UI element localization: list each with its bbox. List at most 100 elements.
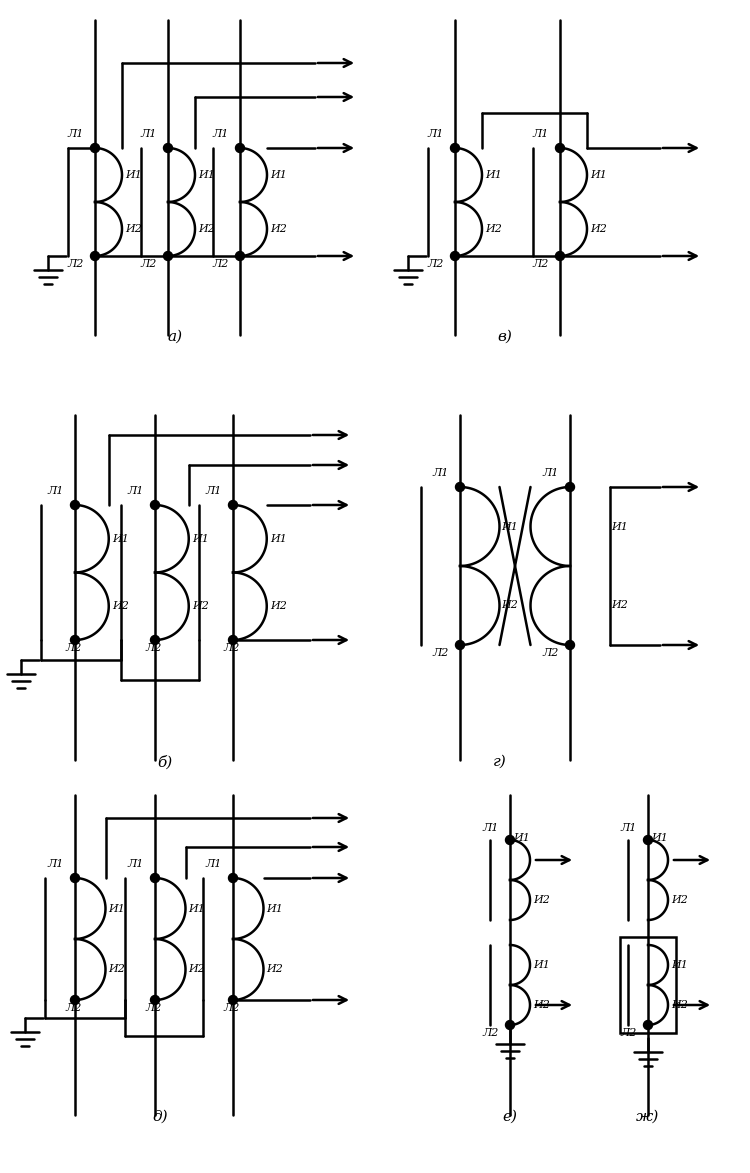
Text: И1: И1	[513, 833, 529, 843]
Text: Л1: Л1	[67, 129, 83, 138]
Text: И2: И2	[192, 602, 208, 611]
Text: д): д)	[152, 1110, 168, 1124]
Text: И1: И1	[112, 534, 129, 544]
Text: И1: И1	[502, 522, 518, 531]
Text: И2: И2	[112, 602, 129, 611]
Text: И2: И2	[266, 964, 284, 975]
Text: Л1: Л1	[432, 468, 448, 479]
Text: И2: И2	[485, 224, 502, 233]
Circle shape	[164, 143, 172, 152]
Circle shape	[506, 835, 515, 845]
Circle shape	[70, 501, 80, 509]
Text: И2: И2	[671, 895, 688, 906]
Circle shape	[236, 251, 244, 260]
Circle shape	[506, 1021, 515, 1030]
Circle shape	[455, 640, 464, 650]
Text: Л2: Л2	[140, 259, 156, 269]
Text: Л2: Л2	[212, 259, 228, 269]
Text: Л2: Л2	[223, 643, 239, 653]
Circle shape	[451, 143, 460, 152]
Text: Л2: Л2	[65, 643, 81, 653]
Text: И2: И2	[198, 224, 214, 233]
Circle shape	[91, 251, 100, 260]
Text: г): г)	[494, 755, 507, 769]
Text: И2: И2	[611, 601, 628, 610]
Text: Л2: Л2	[145, 1003, 161, 1013]
Text: Л1: Л1	[205, 486, 221, 496]
Text: Л1: Л1	[140, 129, 156, 138]
Circle shape	[164, 251, 172, 260]
Text: Л1: Л1	[127, 859, 143, 869]
Circle shape	[236, 143, 244, 152]
Circle shape	[70, 636, 80, 644]
Text: Л1: Л1	[127, 486, 143, 496]
Text: в): в)	[497, 330, 512, 344]
Circle shape	[151, 996, 160, 1004]
Text: Л2: Л2	[482, 1028, 498, 1038]
Circle shape	[229, 996, 238, 1004]
Text: И1: И1	[125, 170, 142, 179]
Circle shape	[151, 636, 160, 644]
Text: Л2: Л2	[145, 643, 161, 653]
Text: И2: И2	[533, 1001, 550, 1010]
Text: И1: И1	[188, 903, 206, 914]
Text: Л2: Л2	[427, 259, 443, 269]
Text: Л1: Л1	[620, 823, 636, 833]
Text: И1: И1	[671, 960, 688, 970]
Text: Л1: Л1	[427, 129, 443, 138]
Text: И1: И1	[533, 960, 550, 970]
Circle shape	[451, 251, 460, 260]
Text: И1: И1	[611, 522, 628, 531]
Text: И2: И2	[125, 224, 142, 233]
Text: Л2: Л2	[532, 259, 548, 269]
Circle shape	[229, 636, 238, 644]
Circle shape	[644, 1021, 652, 1030]
Text: б): б)	[158, 755, 172, 769]
Text: а): а)	[167, 330, 182, 344]
Text: Л2: Л2	[65, 1003, 81, 1013]
Text: И1: И1	[266, 903, 284, 914]
Circle shape	[566, 640, 574, 650]
Circle shape	[556, 143, 565, 152]
Text: Л1: Л1	[542, 468, 558, 479]
Text: Л2: Л2	[542, 647, 558, 658]
Circle shape	[151, 501, 160, 509]
Bar	[620, 937, 676, 1033]
Text: Л2: Л2	[432, 647, 448, 658]
Text: И1: И1	[590, 170, 607, 179]
Circle shape	[229, 874, 238, 882]
Text: Л1: Л1	[532, 129, 548, 138]
Text: И2: И2	[502, 601, 518, 610]
Text: И1: И1	[651, 833, 668, 843]
Text: И2: И2	[270, 224, 286, 233]
Text: И2: И2	[109, 964, 125, 975]
Circle shape	[455, 482, 464, 491]
Text: И2: И2	[590, 224, 607, 233]
Text: И2: И2	[671, 1001, 688, 1010]
Text: И1: И1	[198, 170, 214, 179]
Text: Л2: Л2	[67, 259, 83, 269]
Text: И1: И1	[270, 170, 286, 179]
Text: И1: И1	[485, 170, 502, 179]
Circle shape	[70, 996, 80, 1004]
Text: И2: И2	[533, 895, 550, 906]
Circle shape	[229, 501, 238, 509]
Text: Л2: Л2	[223, 1003, 239, 1013]
Text: Л1: Л1	[205, 859, 221, 869]
Text: Л1: Л1	[212, 129, 228, 138]
Circle shape	[151, 874, 160, 882]
Text: е): е)	[503, 1110, 518, 1124]
Text: И2: И2	[188, 964, 206, 975]
Text: Л1: Л1	[47, 486, 63, 496]
Text: И2: И2	[270, 602, 286, 611]
Text: Л2: Л2	[620, 1028, 636, 1038]
Circle shape	[91, 143, 100, 152]
Text: ж): ж)	[636, 1110, 660, 1124]
Circle shape	[556, 251, 565, 260]
Text: И1: И1	[192, 534, 208, 544]
Circle shape	[644, 835, 652, 845]
Text: Л1: Л1	[47, 859, 63, 869]
Text: И1: И1	[270, 534, 286, 544]
Circle shape	[70, 874, 80, 882]
Text: Л1: Л1	[482, 823, 498, 833]
